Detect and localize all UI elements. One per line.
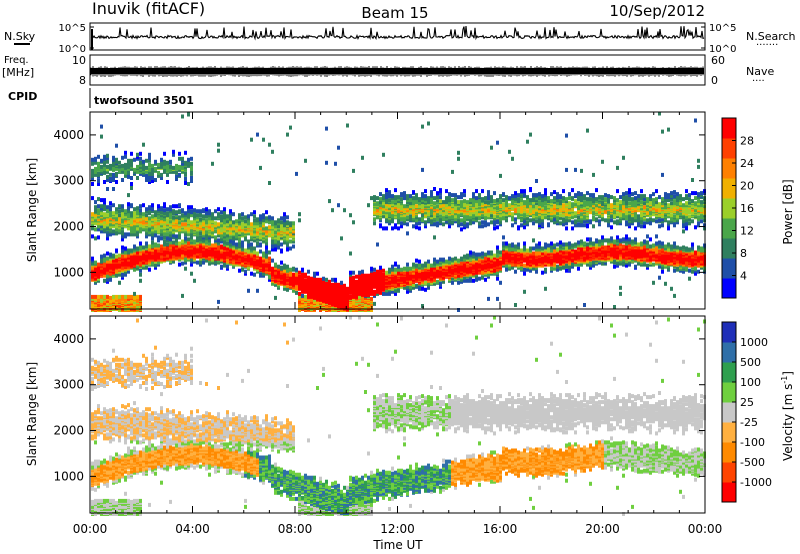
x-tick-label: 00:00 [688,522,723,536]
nsearch-label: N.Search [746,30,796,43]
colorbar-tick-label: 20 [740,180,754,193]
colorbar-tick-label: -25 [740,416,758,429]
y-tick-label: 3000 [53,378,84,392]
colorbar-tick-label: 16 [740,202,754,215]
nsearch-tick-label: 10^0 [709,44,736,55]
nsky-trace [90,26,705,50]
nave-tick-label: 0 [711,74,718,87]
colorbar-segment [722,198,736,219]
colorbar-segment [722,178,736,199]
freq-strip-frame [89,54,706,86]
freq-label-line2: [MHz] [2,66,34,79]
velocity-ylabel: Slant Range [km] [25,362,39,466]
colorbar-segment [722,218,736,239]
x-tick-label: 16:00 [483,522,518,536]
nsky-strip-frame [89,22,706,51]
freq-label-line1: Freq. [4,55,29,66]
colorbar-tick-label: 12 [740,225,754,238]
x-axis-label: Time UT [372,538,423,552]
colorbar-tick-label: 8 [740,247,747,260]
colorbar-label: Velocity [m s-1] [780,371,795,461]
colorbar-frame [721,321,737,503]
colorbar-segment [722,258,736,279]
date-title: 10/Sep/2012 [609,2,705,20]
colorbar-tick-label: 25 [740,396,754,409]
beam-title: Beam 15 [361,4,428,22]
nave-dotted-marker: ···· [752,76,765,87]
colorbar-segment [722,442,736,463]
colorbar-segment [722,278,736,299]
nsearch-tick-label: 10^5 [709,23,736,34]
y-tick-label: 3000 [53,174,84,188]
freq-trace [90,66,704,77]
y-tick-label: 1000 [53,265,84,279]
colorbar-tick-label: 100 [740,376,761,389]
colorbar-tick-label: 4 [740,270,747,283]
nave-label: Nave [746,65,774,78]
colorbar-segment [722,118,736,139]
colorbar-segment [722,482,736,503]
colorbar-segment [722,158,736,179]
colorbar-segment [722,138,736,159]
colorbar-segment [722,422,736,443]
colorbar-segment [722,322,736,343]
cpid-value: twofsound 3501 [94,94,194,107]
freq-tick-label: 8 [79,74,86,87]
nave-tick-label: 60 [711,54,725,67]
colorbar-label: Power [dB] [781,179,795,244]
colorbar-segment [722,238,736,259]
colorbar-segment [722,402,736,423]
y-tick-label: 1000 [53,469,84,483]
colorbar-tick-label: 28 [740,135,754,148]
velocity-heatmap-field [91,315,706,516]
y-tick-label: 2000 [53,220,84,234]
colorbar-segment [722,462,736,483]
y-tick-label: 4000 [53,128,84,142]
nsky-tick-label: 10^0 [59,44,86,55]
x-tick-label: 08:00 [278,522,313,536]
cpid-label: CPID [8,90,37,103]
x-tick-label: 20:00 [585,522,620,536]
colorbar-tick-label: 500 [740,356,761,369]
colorbar-tick-label: -1000 [740,476,772,489]
nsky-tick-label: 10^5 [59,23,86,34]
y-tick-label: 2000 [53,424,84,438]
station-title: Inuvik (fitACF) [92,0,205,18]
colorbar-tick-label: 1000 [740,336,768,349]
power-ylabel: Slant Range [km] [25,158,39,262]
colorbar-segment [722,382,736,403]
freq-tick-label: 10 [72,54,86,67]
colorbar-segment [722,342,736,363]
x-tick-label: 00:00 [73,522,108,536]
colorbar-tick-label: 24 [740,157,754,170]
colorbar-tick-label: -100 [740,436,765,449]
nsky-label: N.Sky [4,30,36,43]
colorbar-tick-label: -500 [740,456,765,469]
y-tick-label: 4000 [53,332,84,346]
nsearch-dotted-marker: ······· [756,40,778,51]
power-heatmap-field [91,111,706,312]
x-tick-label: 04:00 [175,522,210,536]
colorbar-segment [722,362,736,383]
x-tick-label: 12:00 [380,522,415,536]
